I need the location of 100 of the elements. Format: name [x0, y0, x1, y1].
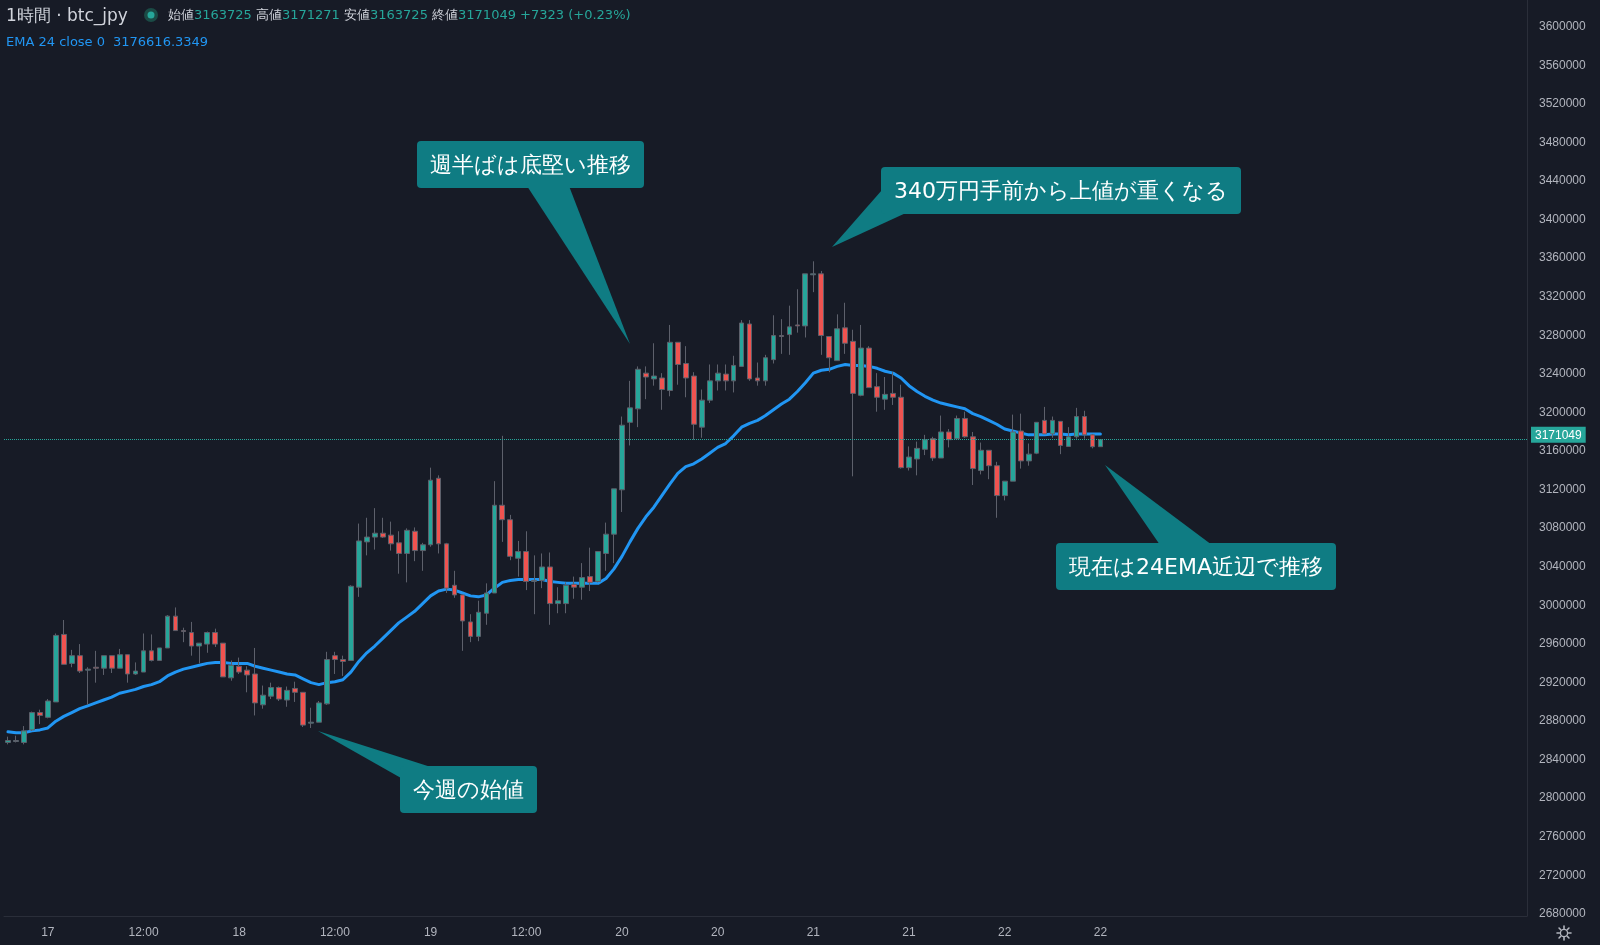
annotation: 今週の始値 — [400, 766, 537, 813]
candlestick — [284, 686, 290, 708]
candlestick — [61, 619, 67, 665]
candlestick — [372, 507, 378, 551]
text: 始値3163725 高値3171271 安値3163725 終値3171049 +7323 (+0.23%) — [167, 7, 631, 22]
candlestick — [181, 627, 186, 643]
candlestick — [396, 530, 402, 575]
candlestick — [531, 554, 537, 615]
candlestick — [492, 480, 497, 594]
candlestick — [165, 614, 170, 649]
candlestick — [978, 442, 984, 475]
candlestick — [763, 354, 768, 387]
y-tick-label: 2840000 — [1539, 751, 1587, 766]
annotation: 週半ばは底堅い推移 — [417, 141, 644, 188]
candlestick — [771, 314, 776, 365]
candlestick — [1026, 443, 1032, 467]
x-tick-label: 17 — [41, 925, 55, 939]
candlestick — [571, 576, 577, 600]
annotation: 現在は24EMA近辺で推移 — [1056, 543, 1336, 590]
candlestick — [834, 313, 840, 362]
candlestick — [747, 319, 752, 382]
candlestick — [69, 649, 75, 668]
candlestick — [818, 270, 824, 356]
candlestick — [141, 632, 146, 673]
candlestick — [484, 582, 489, 626]
candlestick — [428, 467, 433, 548]
x-tick-label: 12:00 — [319, 925, 351, 939]
candlestick — [731, 355, 736, 393]
candlestick — [436, 474, 441, 554]
candlestick — [13, 735, 19, 743]
x-tick-label: 21 — [806, 925, 821, 939]
x-tick-label: 22 — [1093, 925, 1108, 939]
candlestick — [412, 526, 418, 562]
candlestick — [380, 517, 386, 539]
y-tick-label: 3240000 — [1539, 366, 1587, 381]
candlestick — [476, 600, 481, 642]
y-tick-label: 3000000 — [1539, 597, 1587, 612]
candlestick — [515, 540, 521, 578]
candlestick — [755, 362, 760, 387]
candlestick — [499, 435, 505, 543]
candlestick — [5, 736, 11, 745]
annotation: 340万円手前から上値が重くなる — [881, 167, 1241, 214]
candlestick — [994, 461, 1000, 519]
candlestick — [563, 581, 569, 614]
y-tick-label: 2880000 — [1539, 713, 1587, 728]
candlestick — [651, 342, 657, 387]
candlestick — [1018, 413, 1024, 470]
candlestick — [101, 655, 107, 676]
candlestick — [29, 711, 35, 732]
candlestick — [555, 586, 561, 614]
candlestick — [707, 363, 713, 404]
candlestick — [316, 700, 322, 723]
y-tick-label: 2800000 — [1539, 790, 1587, 805]
y-tick-label: 3280000 — [1539, 327, 1587, 342]
candlestick — [324, 651, 330, 706]
candlestick — [539, 552, 545, 589]
y-tick-label: 3160000 — [1539, 443, 1587, 458]
candlestick — [587, 547, 593, 592]
candlestick — [603, 522, 609, 572]
candlestick — [452, 570, 457, 599]
y-tick-label: 3200000 — [1539, 404, 1587, 419]
candlestick — [675, 341, 681, 386]
candlestick — [826, 336, 832, 373]
candlestick — [858, 324, 864, 397]
candlestick — [547, 551, 553, 626]
candlestick — [507, 514, 513, 561]
x-tick-label: 21 — [902, 925, 917, 939]
candlestick — [1090, 433, 1095, 449]
candlestick — [739, 319, 744, 367]
candlestick — [53, 632, 59, 703]
candlestick — [787, 305, 792, 356]
candlestick — [1058, 420, 1063, 455]
candlestick — [579, 562, 585, 601]
candlestick — [914, 441, 920, 476]
candlestick — [149, 633, 154, 662]
candlestick — [348, 584, 354, 661]
x-tick-label: 18 — [232, 925, 247, 939]
candlestick — [268, 682, 274, 700]
candlestick — [133, 661, 138, 676]
candlestick — [236, 657, 242, 675]
candlestick — [260, 685, 266, 710]
candlestick — [611, 488, 617, 564]
candlestick — [723, 363, 729, 392]
x-tick-label: 22 — [998, 925, 1012, 939]
candlestick — [595, 551, 601, 583]
candlestick — [866, 345, 872, 389]
candlestick — [699, 389, 705, 439]
candlestick — [890, 371, 896, 406]
x-tick-label: 19 — [423, 925, 438, 939]
text: EMA 24 close 0 — [6, 34, 106, 49]
candlestick — [1042, 406, 1047, 435]
candlestick — [970, 431, 976, 486]
candlestick — [189, 621, 194, 657]
y-tick-label: 2680000 — [1539, 906, 1587, 921]
candlestick — [220, 642, 226, 678]
y-tick-label: 3120000 — [1539, 481, 1587, 496]
candlestick — [874, 372, 880, 413]
y-tick-label: 2760000 — [1539, 828, 1587, 843]
candlestick — [364, 517, 370, 556]
candlestick — [802, 273, 808, 338]
